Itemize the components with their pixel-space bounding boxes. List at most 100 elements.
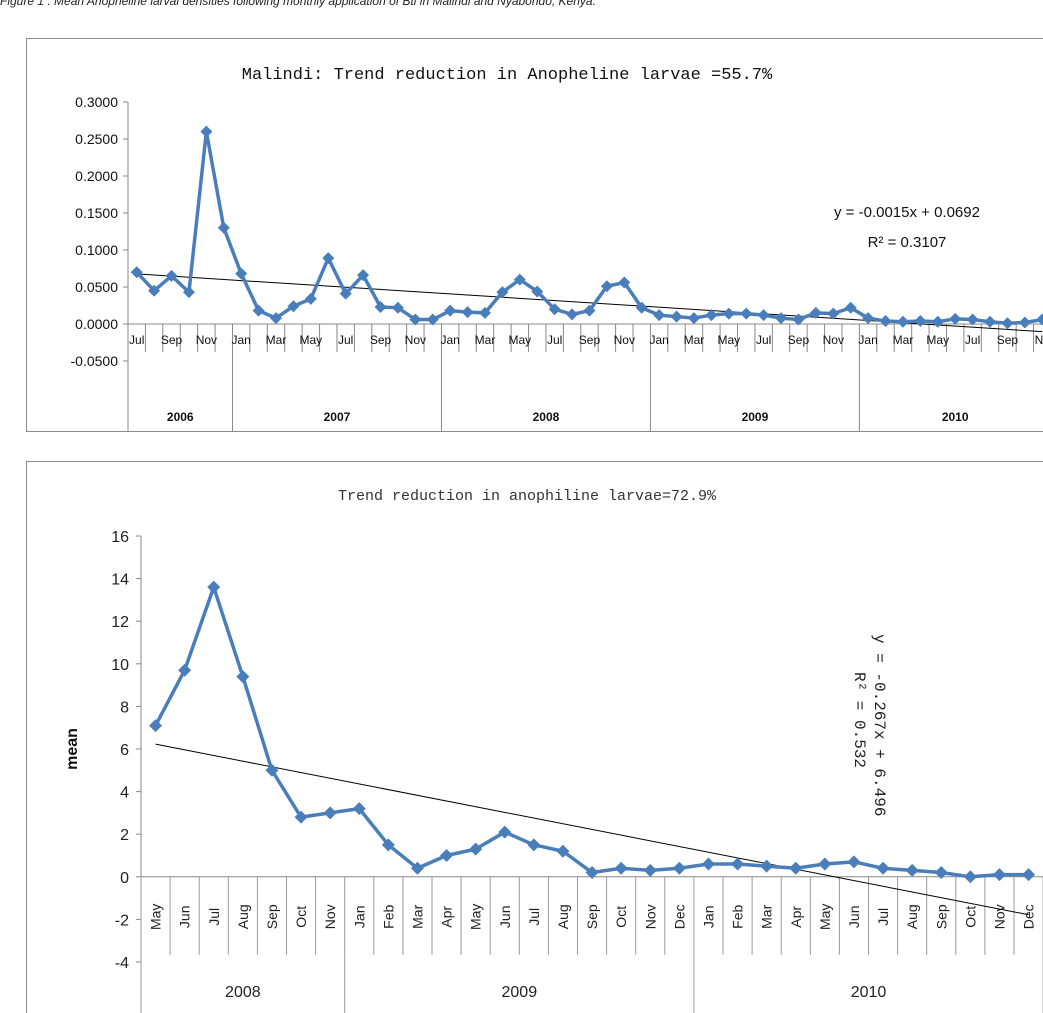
data-point	[731, 857, 745, 871]
data-point	[722, 307, 735, 320]
series-line	[154, 585, 1029, 879]
year-label: 2007	[324, 410, 351, 424]
y-tick-label: 4	[120, 785, 129, 802]
figure-caption: Figure 1 : Mean Anopheline larval densit…	[0, 0, 596, 8]
data-point	[207, 580, 221, 594]
data-point	[322, 252, 335, 265]
x-tick-label: Mar	[475, 333, 496, 347]
y-tick-label: -0.0500	[71, 353, 119, 369]
data-point	[323, 806, 337, 820]
data-point	[548, 303, 561, 316]
x-tick-label: Jul	[875, 908, 891, 926]
x-tick-label: Jan	[351, 906, 367, 929]
x-tick-label: Mar	[684, 333, 705, 347]
x-tick-label: Jul	[338, 333, 353, 347]
data-point	[1022, 868, 1036, 882]
x-tick-label: Jun	[846, 906, 862, 929]
x-tick-label: Nov	[991, 904, 1007, 929]
x-tick-label: Sep	[788, 333, 810, 347]
data-point	[963, 870, 977, 884]
data-point	[252, 304, 265, 317]
data-point	[410, 861, 424, 875]
data-point	[966, 313, 979, 326]
y-tick-label: 0	[120, 870, 129, 887]
data-point	[844, 301, 857, 314]
x-tick-label: Jun	[497, 906, 513, 929]
x-tick-label: Jan	[858, 333, 877, 347]
data-point	[381, 838, 395, 852]
chart-title: Malindi: Trend reduction in Anopheline l…	[242, 66, 773, 85]
x-tick-label: Aug	[235, 904, 251, 929]
data-point	[426, 313, 439, 326]
data-point	[461, 306, 474, 319]
data-point	[357, 269, 370, 282]
data-point	[862, 312, 875, 325]
y-tick-label: 0.1500	[75, 205, 118, 221]
x-tick-label: Nov	[196, 333, 217, 347]
data-point	[789, 861, 803, 875]
chart-title: Trend reduction in anophiline larvae=72.…	[338, 488, 717, 505]
data-point	[792, 313, 805, 326]
year-label: 2006	[167, 410, 194, 424]
year-label: 2010	[942, 410, 969, 424]
data-point	[469, 842, 483, 856]
data-point	[149, 719, 163, 733]
x-tick-label: Nov	[405, 333, 426, 347]
x-tick-label: Jul	[526, 908, 542, 926]
data-point	[809, 306, 822, 319]
x-tick-label: Sep	[264, 904, 280, 929]
data-point	[818, 857, 832, 871]
data-point	[635, 301, 648, 314]
x-tick-label: Mar	[266, 333, 287, 347]
x-tick-label: Jul	[547, 333, 562, 347]
data-point	[653, 309, 666, 322]
x-tick-label: Jan	[440, 333, 459, 347]
data-point	[931, 315, 944, 328]
x-tick-label: Sep	[370, 333, 392, 347]
x-tick-label: Nov	[642, 904, 658, 929]
data-point	[618, 276, 631, 289]
x-tick-label: May	[508, 333, 531, 347]
y-tick-label: 10	[111, 657, 129, 674]
y-axis-label: mean	[64, 728, 81, 770]
data-point	[896, 315, 909, 328]
data-point	[827, 307, 840, 320]
nyabondo-chart-panel: Trend reduction in anophiline larvae=72.…	[26, 461, 1043, 1013]
data-point	[440, 849, 454, 862]
x-tick-label: Jan	[232, 333, 251, 347]
data-point	[585, 866, 599, 880]
x-tick-label: Aug	[904, 904, 920, 929]
data-point	[949, 312, 962, 325]
x-tick-label: May	[300, 333, 323, 347]
trend-r-squared: R² = 0.532	[850, 672, 868, 768]
malindi-chart-svg: Malindi: Trend reduction in Anopheline l…	[71, 66, 1043, 431]
data-point	[217, 221, 230, 234]
y-tick-label: 0.0500	[75, 279, 118, 295]
x-tick-label: Jan	[700, 906, 716, 929]
x-tick-label: Jul	[206, 908, 222, 926]
malindi-chart-panel: Malindi: Trend reduction in Anopheline l…	[26, 38, 1043, 432]
data-point	[513, 273, 526, 286]
x-tick-label: Feb	[380, 905, 396, 929]
y-tick-label: 0.2500	[75, 131, 118, 147]
data-point	[265, 763, 279, 777]
data-point	[304, 292, 317, 305]
data-point	[352, 802, 366, 816]
x-tick-label: May	[148, 904, 164, 930]
data-point	[600, 280, 613, 293]
data-point	[1036, 313, 1043, 326]
x-tick-label: Apr	[439, 906, 455, 928]
data-point	[130, 266, 143, 279]
x-tick-label: Aug	[555, 904, 571, 929]
year-label: 2008	[533, 410, 560, 424]
x-tick-label: Jan	[649, 333, 668, 347]
trend-r-squared: R² = 0.3107	[868, 234, 947, 251]
data-point	[672, 861, 686, 875]
data-point	[200, 125, 213, 138]
y-tick-label: 0.3000	[75, 94, 118, 110]
x-tick-label: May	[817, 904, 833, 930]
data-point	[879, 315, 892, 328]
data-point	[905, 863, 919, 877]
data-point	[178, 663, 192, 677]
data-point	[705, 309, 718, 322]
